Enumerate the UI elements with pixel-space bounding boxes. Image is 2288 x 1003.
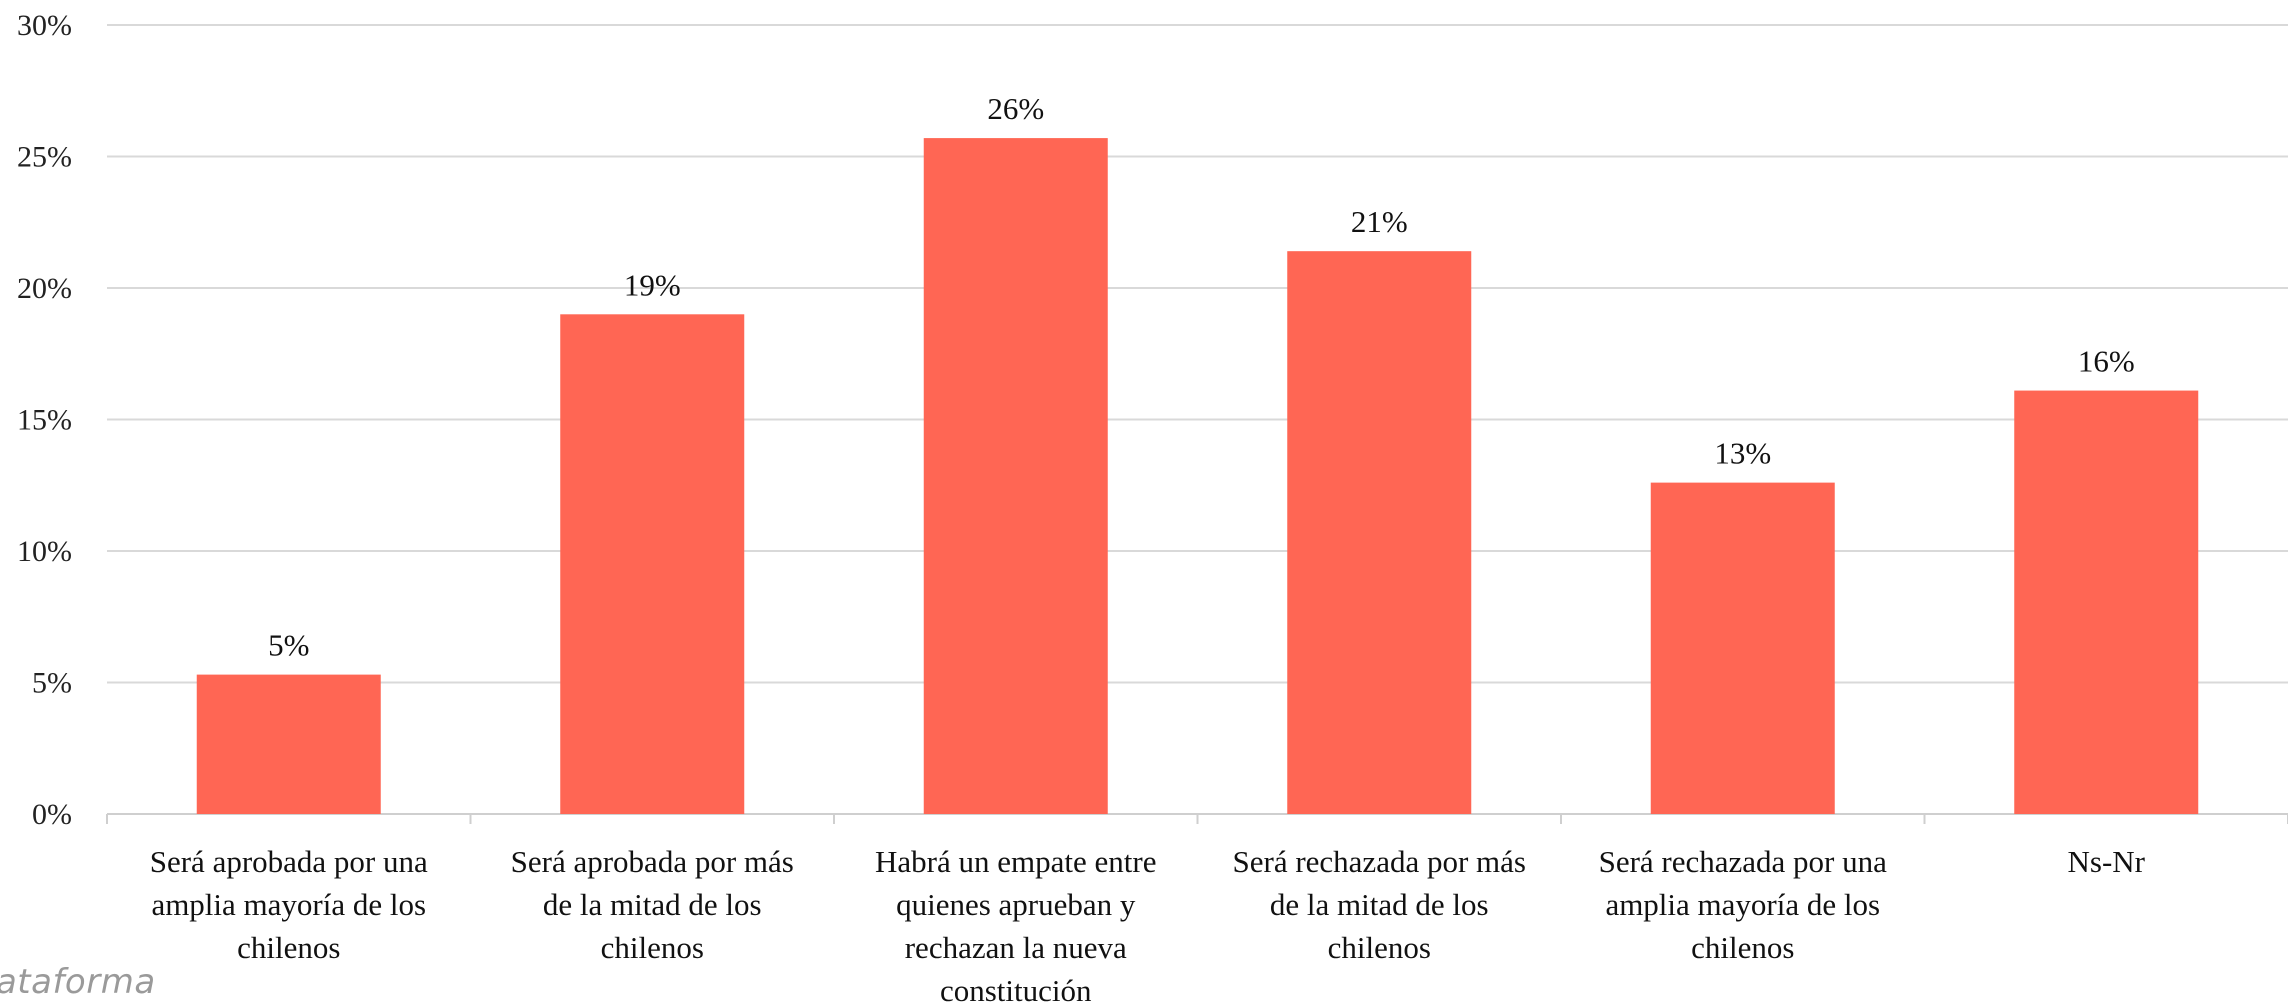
bar xyxy=(923,138,1108,815)
bar xyxy=(196,674,381,814)
category-label-line: chilenos xyxy=(601,930,704,965)
category-label-line: chilenos xyxy=(1328,930,1431,965)
bar xyxy=(2014,390,2199,814)
category-labels: Será aprobada por una amplia mayoría de l… xyxy=(150,844,2146,1003)
y-tick-label: 10% xyxy=(17,535,72,568)
category-label-line: amplia mayoría de los xyxy=(1605,887,1880,922)
category-label: Habrá un empate entre quienes aprueban y r… xyxy=(875,844,1156,1003)
category-label: Será rechazada por más de la mitad de los… xyxy=(1233,844,1526,965)
category-label: Será aprobada por más de la mitad de los c… xyxy=(511,844,794,965)
category-label-line: amplia mayoría de los xyxy=(151,887,426,922)
y-tick-label: 25% xyxy=(17,141,72,174)
category-label-line: chilenos xyxy=(237,930,340,965)
category-label: Ns-Nr xyxy=(2068,844,2146,879)
bar xyxy=(560,314,745,814)
category-label: Será aprobada por una amplia mayoría de l… xyxy=(150,844,428,965)
bars xyxy=(196,138,2199,815)
y-tick-label: 20% xyxy=(17,272,72,305)
category-label-line: Será rechazada por más xyxy=(1233,844,1526,879)
data-label: 19% xyxy=(624,267,681,302)
data-label: 16% xyxy=(2078,344,2135,379)
category-label-line: Será rechazada por una xyxy=(1599,844,1888,879)
category-label-line: Será aprobada por una xyxy=(150,844,428,879)
y-axis-ticks: 0% 5% 10% 15% 20% 25% 30% xyxy=(17,9,72,831)
category-label-line: rechazan la nueva xyxy=(905,930,1127,965)
x-axis xyxy=(106,813,2288,824)
y-tick-label: 5% xyxy=(32,667,72,700)
category-label: Será rechazada por una amplia mayoría de … xyxy=(1599,844,1888,965)
bar xyxy=(1650,482,1835,814)
data-label: 26% xyxy=(987,91,1044,126)
y-tick-label: 30% xyxy=(17,9,72,42)
category-label-line: Será aprobada por más xyxy=(511,844,794,879)
y-tick-label: 15% xyxy=(17,404,72,437)
y-tick-label: 0% xyxy=(32,798,72,831)
category-label-line: constitución xyxy=(940,973,1092,1003)
data-label: 21% xyxy=(1351,204,1408,239)
category-label-line: chilenos xyxy=(1691,930,1794,965)
category-label-line: de la mitad de los xyxy=(1270,887,1489,922)
data-labels: 5% 19% 26% 21% 13% 16% xyxy=(268,91,2135,663)
data-label: 5% xyxy=(268,628,309,663)
category-label-line: Ns-Nr xyxy=(2068,844,2146,879)
category-label-line: quienes aprueban y xyxy=(896,887,1136,922)
category-label-line: Habrá un empate entre xyxy=(875,844,1156,879)
data-label: 13% xyxy=(1714,436,1771,471)
bar xyxy=(1287,251,1472,814)
category-label-line: de la mitad de los xyxy=(543,887,762,922)
watermark-text: lataforma xyxy=(0,962,156,1002)
gridlines xyxy=(107,24,2288,684)
